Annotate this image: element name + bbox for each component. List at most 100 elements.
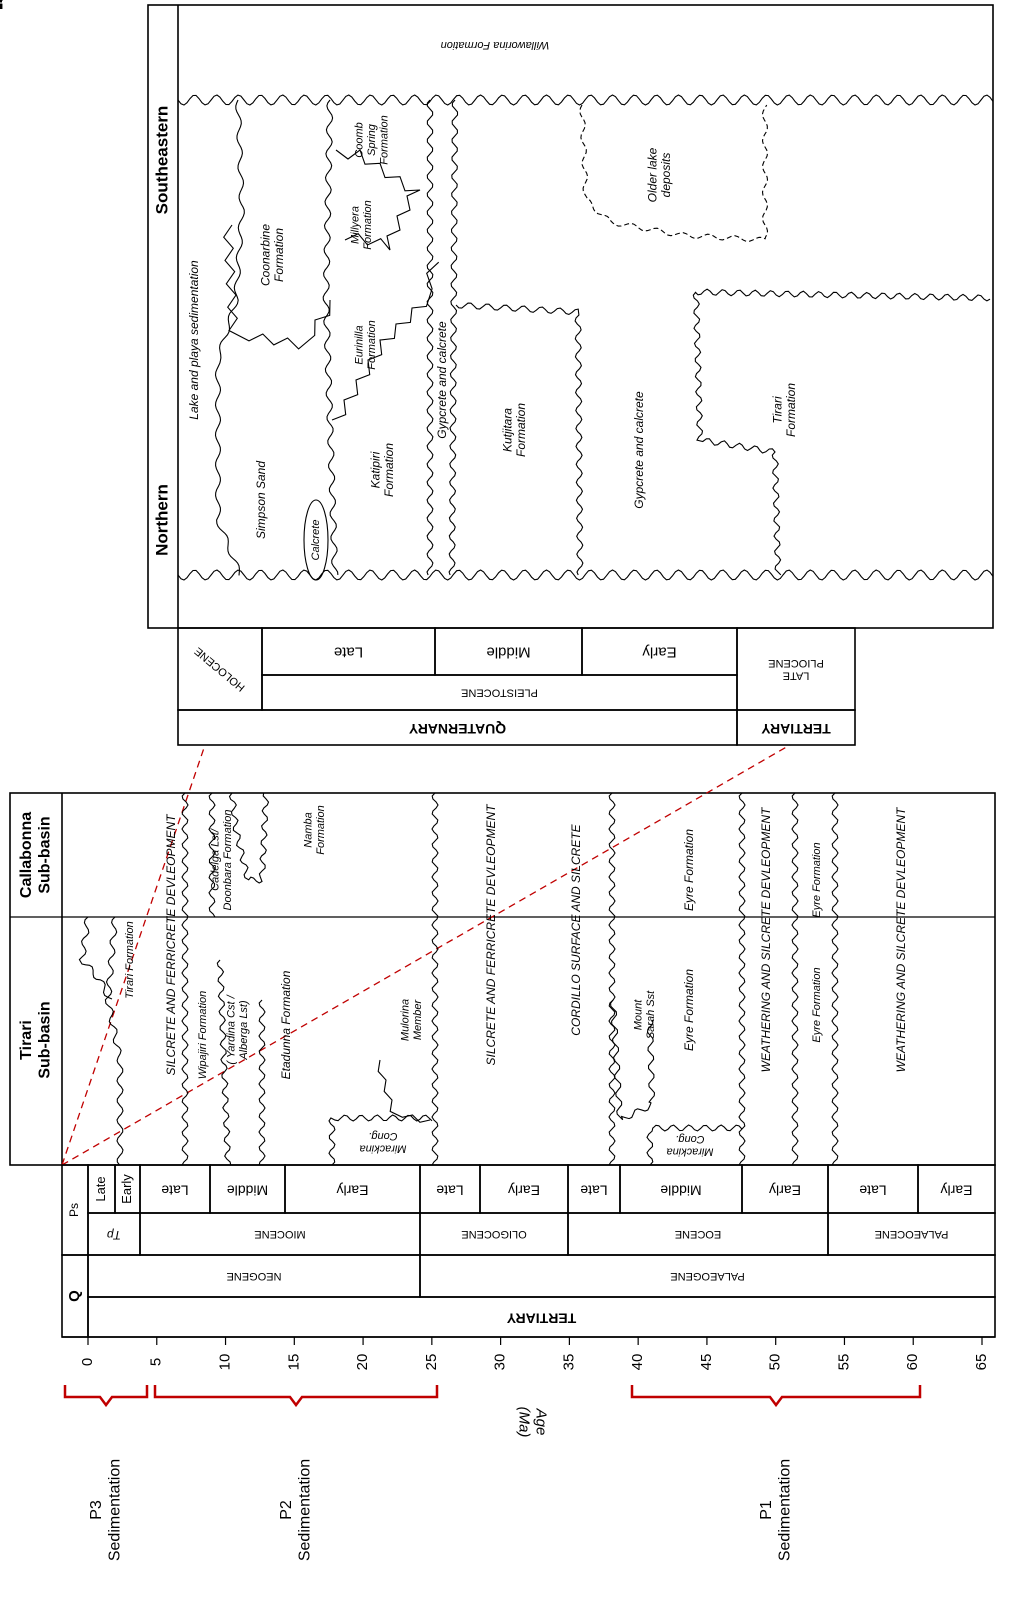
- formation-label-group: KatipiriFormation: [368, 443, 396, 497]
- timescale-label-group: PALAEOCENE: [875, 1228, 949, 1240]
- timescale-label: LATE: [783, 669, 810, 681]
- formation-label: CORDILLO SURFACE AND SILCRETE: [569, 823, 583, 1035]
- phase-bracket: [155, 1385, 437, 1405]
- formation-boundary: [182, 793, 188, 1165]
- formation-label: Lake and playa sedimentation: [187, 260, 201, 420]
- formation-boundary: [609, 793, 615, 1165]
- timescale-label-group: HOLOCENE: [192, 645, 247, 694]
- formation-boundary: [216, 100, 245, 575]
- formation-label: Formation: [379, 115, 391, 165]
- timescale-label-group: OLIGOCENE: [461, 1228, 526, 1240]
- formation-label-group: Tirari Formation: [124, 921, 136, 999]
- tick-group: 65: [973, 1354, 990, 1371]
- formation-label: Mount: [633, 999, 645, 1031]
- formation-label-group: Etadunna Formation: [279, 970, 293, 1079]
- timescale-label: Middle: [227, 1182, 268, 1198]
- formation-label: Cong.: [368, 1130, 397, 1142]
- timescale-label-group: Late: [859, 1182, 886, 1198]
- timescale-label: Early: [642, 644, 677, 661]
- formation-label: deposits: [659, 153, 673, 198]
- tick-label: 30: [492, 1354, 509, 1371]
- timescale-label: Late: [93, 1176, 108, 1201]
- formation-label-group: ( Yardina Cst /Alberga Lst): [226, 994, 251, 1064]
- timescale-label: Late: [859, 1182, 886, 1198]
- formation-label-group: Cadelga Lst/Doonbara Formation: [210, 810, 235, 911]
- formation-label-group: Willaworina Formation: [441, 39, 550, 51]
- tick-group: 55: [835, 1354, 852, 1371]
- formation-label: SILCRETE AND FERRICRETE DEVLEOPMENT: [484, 803, 498, 1066]
- formation-label: Eyre Formation: [682, 969, 696, 1051]
- timescale-label: TERTIARY: [506, 1310, 576, 1326]
- formation-label-group: SILCRETE AND FERRICRETE DEVLEOPMENT: [484, 803, 498, 1066]
- tick-group: 50: [767, 1354, 784, 1371]
- timescale-label-group: Late: [93, 1176, 108, 1201]
- formation-label: Calcrete: [310, 520, 322, 561]
- timescale-label-group: QUATERNARY: [408, 721, 506, 737]
- tick-label: 50: [767, 1354, 784, 1371]
- formation-boundary: [79, 917, 112, 999]
- formation-boundary: [449, 100, 457, 575]
- timescale-label: TERTIARY: [761, 721, 831, 737]
- formation-label-group: Gypcrete and calcrete: [632, 391, 646, 509]
- basin-label: Sub-basin: [36, 1001, 53, 1078]
- tick-label: 60: [904, 1354, 921, 1371]
- formation-label: Formation: [784, 383, 798, 437]
- timescale-label-group: EOCENE: [675, 1228, 721, 1240]
- timescale-label: Late: [334, 644, 363, 661]
- timescale-label-group: Late: [580, 1182, 607, 1198]
- tick-group: 30: [492, 1354, 509, 1371]
- formation-label: Sarah Sst: [645, 990, 657, 1039]
- timescale-label: Middle: [660, 1182, 701, 1198]
- tick-label: 0: [79, 1358, 96, 1366]
- interfingering-boundary: [378, 1060, 430, 1122]
- timescale-label-group: Late: [436, 1182, 463, 1198]
- formation-label-group: Wipajiri Formation: [197, 991, 209, 1080]
- upper-frame: [148, 5, 993, 628]
- timescale-label: Early: [508, 1182, 540, 1198]
- timescale-label: QUATERNARY: [408, 721, 506, 737]
- phase-label: Sedimentation: [296, 1459, 313, 1561]
- timescale-label: Early: [769, 1182, 801, 1198]
- formation-label-group: Gypcrete and calcrete: [435, 321, 449, 439]
- formation-label-group: Calcrete: [310, 520, 322, 561]
- basin-label-group: CallabonnaSub-basin: [18, 812, 53, 898]
- phase-bracket: [632, 1385, 920, 1405]
- timescale-label: PALAEOCENE: [875, 1228, 949, 1240]
- axis-title-group: Age(Ma): [515, 1407, 549, 1438]
- formation-label: Simpson Sand: [254, 461, 268, 539]
- formation-label: SILCRETE AND FERRICRETE DEVLEOPMENT: [164, 813, 178, 1076]
- phase-label: P3: [88, 1500, 105, 1520]
- timescale-label: PALAEOGENE: [670, 1270, 744, 1282]
- formation-boundary: [693, 292, 781, 575]
- formation-label-group: MirackinaCong.: [359, 1130, 406, 1155]
- formation-label: Member: [412, 998, 424, 1040]
- formation-label: Coomb: [353, 122, 365, 157]
- timescale-label: Middle: [486, 644, 530, 661]
- basin-label: Callabonna: [18, 812, 35, 898]
- formation-label: Formation: [362, 200, 374, 250]
- formation-label-group: Eyre Formation: [682, 969, 696, 1051]
- tick-label: 20: [354, 1354, 371, 1371]
- phase-label: Sedimentation: [106, 1459, 123, 1561]
- formation-label: Millyera: [350, 206, 362, 244]
- formation-label: Namba: [303, 812, 315, 847]
- formation-label-group: WEATHERING AND SILCRETE DEVLEOPMENT: [759, 806, 773, 1072]
- timescale-label-group: Early: [337, 1182, 369, 1198]
- formation-label: Eyre Formation: [811, 967, 823, 1042]
- tick-label: 40: [629, 1354, 646, 1371]
- tick-group: 15: [285, 1354, 302, 1371]
- timescale-label: Ps: [67, 1203, 81, 1217]
- formation-boundary: [792, 793, 798, 1165]
- timescale-label-group: PLEISTOCENE: [461, 687, 538, 699]
- tick-label: 5: [148, 1358, 165, 1366]
- formation-label: Eyre Formation: [811, 842, 823, 917]
- timescale-label-group: Middle: [227, 1182, 268, 1198]
- tick-group: 45: [698, 1354, 715, 1371]
- formation-label-group: MountSarah Sst: [633, 990, 658, 1039]
- tick-group: 60: [904, 1354, 921, 1371]
